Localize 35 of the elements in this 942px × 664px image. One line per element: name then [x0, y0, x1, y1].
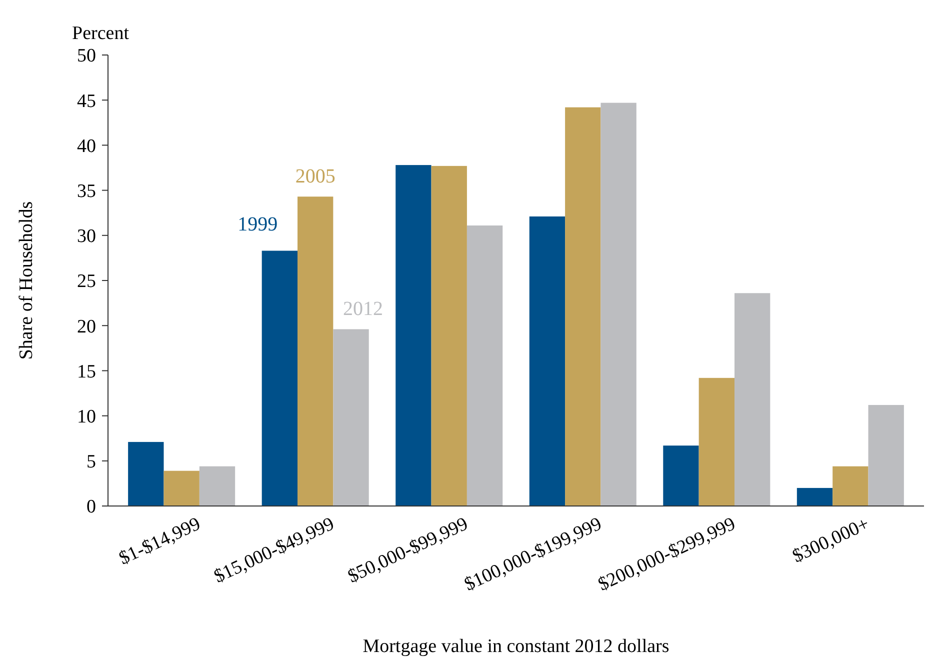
bar [796, 488, 833, 506]
y-tick-label: 25 [77, 271, 96, 292]
y-tick-label: 0 [86, 496, 96, 518]
series-label: 1999 [238, 214, 278, 236]
bar [734, 293, 770, 506]
bar [164, 470, 200, 506]
series-label: 2005 [295, 166, 336, 188]
bar [333, 329, 369, 506]
x-axis-title: Mortgage value in constant 2012 dollars [362, 636, 670, 657]
bar [128, 442, 164, 506]
bar [431, 166, 467, 506]
series-label: 2012 [343, 298, 384, 320]
y-axis-title: Share of Households [16, 201, 37, 360]
bar [199, 466, 236, 506]
bar [832, 466, 868, 506]
bar [466, 225, 503, 506]
bar [698, 378, 734, 506]
y-tick-label: 5 [86, 452, 96, 473]
bar [396, 165, 432, 506]
bar [868, 404, 904, 506]
y-tick-label: 40 [77, 136, 96, 157]
bar [565, 107, 601, 506]
bar [298, 196, 334, 506]
y-tick-label: 15 [77, 361, 96, 382]
y-tick-label: 30 [77, 226, 96, 248]
bar [663, 446, 699, 506]
y-tick-label: 10 [77, 406, 96, 428]
y-tick-label: 35 [77, 180, 96, 202]
y-tick-label: 50 [77, 46, 96, 67]
text: Percent [72, 23, 130, 44]
y-tick-label: 20 [77, 316, 96, 338]
bar [262, 250, 298, 506]
y-tick-label: 45 [77, 90, 96, 112]
bar [600, 102, 636, 506]
bar [529, 216, 566, 506]
